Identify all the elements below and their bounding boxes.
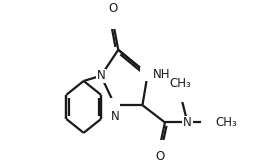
Bar [155,140,165,154]
Bar [110,98,120,112]
Text: O: O [155,150,164,163]
Text: NH: NH [153,68,170,81]
Bar [172,88,189,102]
Text: N: N [183,116,192,129]
Bar [96,69,106,83]
Text: CH₃: CH₃ [170,77,191,90]
Text: N: N [96,69,105,82]
Text: O: O [108,2,118,15]
Bar [182,116,193,129]
Text: N: N [110,110,119,123]
Bar [201,116,219,129]
Bar [108,15,118,29]
Text: CH₃: CH₃ [215,116,237,129]
Bar [140,67,155,81]
